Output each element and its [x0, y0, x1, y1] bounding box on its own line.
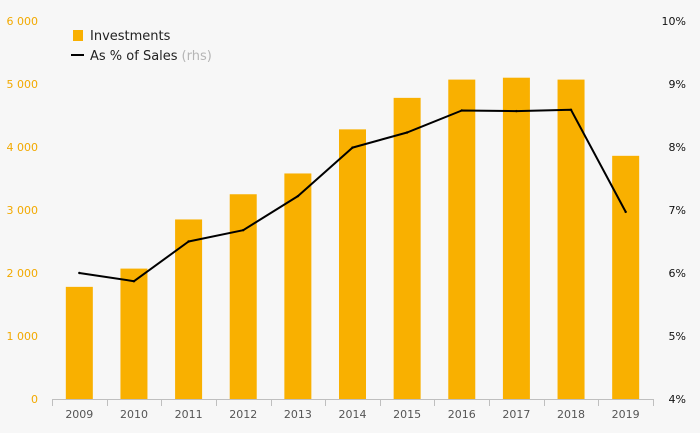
y-right-tick-label: 4% [669, 393, 686, 406]
line-point-2009 [78, 271, 81, 275]
x-tick-label-2016: 2016 [448, 408, 476, 421]
y-right-tick-label: 6% [669, 267, 686, 280]
right-axis-ticks: 4% 5% 6% 7% 8% 9% 10% [662, 15, 686, 406]
line-point-2010 [132, 279, 136, 283]
y-left-tick-label: 0 [31, 393, 38, 406]
bar-2013 [284, 173, 312, 399]
bar-2012 [229, 194, 257, 399]
x-tick-label-2009: 2009 [65, 408, 93, 421]
line-point-2018 [569, 108, 573, 112]
line-point-2013 [296, 194, 300, 198]
x-tick-label-2018: 2018 [557, 408, 585, 421]
legend-sales-main: As % of Sales [90, 49, 178, 64]
line-point-2015 [405, 131, 409, 134]
x-tick-label-2017: 2017 [502, 408, 530, 421]
line-series [78, 108, 627, 283]
y-left-tick-label: 1 000 [7, 330, 39, 343]
y-left-tick-label: 5 000 [7, 78, 39, 91]
y-right-tick-label: 9% [669, 78, 686, 91]
y-right-tick-label: 10% [662, 15, 686, 28]
line-point-2017 [515, 109, 518, 113]
line-point-2019 [624, 210, 627, 214]
bar-2018 [557, 79, 585, 399]
x-tick-label-2011: 2011 [175, 408, 203, 421]
axes [52, 399, 654, 406]
legend-sales-label: As % of Sales (rhs) [90, 49, 212, 64]
bar-2011 [175, 219, 203, 399]
bar-2017 [502, 77, 530, 399]
bar-series [65, 77, 640, 400]
legend: Investments As % of Sales (rhs) [71, 29, 212, 64]
line-point-2011 [187, 240, 190, 243]
left-axis-ticks: 0 1 000 2 000 3 000 4 000 5 000 6 000 [7, 15, 39, 406]
x-tick-label-2015: 2015 [393, 408, 421, 421]
y-right-tick-label: 5% [669, 330, 686, 343]
x-tick-label-2010: 2010 [120, 408, 148, 421]
bar-2016 [448, 79, 476, 399]
y-left-tick-label: 2 000 [7, 267, 39, 280]
x-axis-ticks: 2009 2010 2011 2012 2013 2014 2015 2016 2017 2018… [65, 408, 639, 421]
y-right-tick-label: 7% [669, 204, 686, 217]
line-point-2016 [460, 109, 463, 112]
y-left-tick-label: 6 000 [7, 15, 39, 28]
legend-investments-label: Investments [90, 29, 171, 44]
bar-2009 [65, 286, 93, 399]
line-point-2012 [242, 228, 245, 232]
x-tick-label-2012: 2012 [229, 408, 257, 421]
legend-bar-swatch [73, 30, 83, 41]
x-tick-label-2019: 2019 [612, 408, 640, 421]
bar-2015 [393, 97, 421, 400]
bar-2010 [120, 268, 148, 399]
x-tick-label-2014: 2014 [339, 408, 367, 421]
legend-sales-note: (rhs) [182, 49, 212, 64]
x-tick-label-2013: 2013 [284, 408, 312, 421]
line-point-2014 [351, 146, 354, 149]
bar-2014 [339, 129, 366, 400]
y-left-tick-label: 3 000 [7, 204, 39, 217]
y-right-tick-label: 8% [669, 141, 686, 154]
y-left-tick-label: 4 000 [7, 141, 39, 154]
